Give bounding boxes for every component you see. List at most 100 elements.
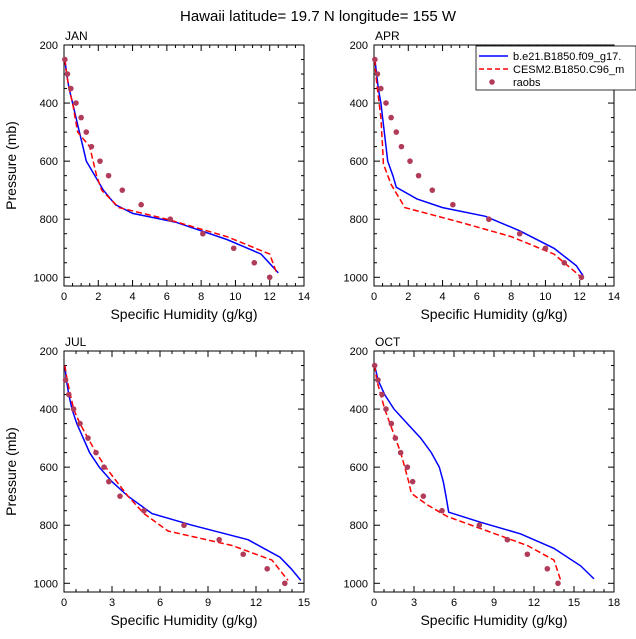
- x-tick-label: 8: [508, 291, 514, 303]
- obs-point: [398, 143, 405, 150]
- obs-point: [119, 187, 126, 193]
- obs-point: [379, 391, 385, 398]
- obs-point: [392, 435, 399, 441]
- obs-point: [97, 158, 103, 164]
- obs-point: [251, 259, 258, 266]
- series-line: [64, 365, 302, 581]
- obs-point: [282, 580, 288, 587]
- obs-point: [450, 201, 456, 208]
- y-tick-label: 800: [350, 520, 368, 532]
- obs-point: [404, 464, 411, 470]
- series-line: [374, 365, 595, 580]
- obs-point: [544, 565, 551, 572]
- legend-label: raobs: [513, 77, 541, 89]
- x-tick-label: 3: [109, 597, 115, 609]
- obs-point: [397, 449, 404, 456]
- obs-point: [105, 172, 112, 179]
- panel-title: JUL: [65, 335, 87, 349]
- x-tick-label: 4: [130, 291, 136, 303]
- y-tick-label: 800: [40, 520, 58, 532]
- plot-frame: [373, 350, 615, 593]
- y-tick-label: 600: [350, 462, 368, 474]
- obs-point: [486, 216, 492, 223]
- x-tick-label: 6: [451, 597, 457, 609]
- series-line: [374, 59, 581, 277]
- obs-point: [420, 493, 427, 499]
- obs-point: [62, 377, 69, 383]
- obs-point: [383, 406, 389, 412]
- obs-point: [504, 536, 511, 543]
- obs-point: [524, 551, 531, 558]
- obs-point: [106, 478, 112, 485]
- obs-point: [230, 245, 237, 252]
- obs-point: [62, 56, 68, 63]
- x-tick-label: 12: [264, 291, 276, 303]
- x-tick-label: 2: [95, 291, 101, 303]
- x-tick-label: 10: [229, 291, 241, 303]
- x-tick-label: 4: [440, 291, 446, 303]
- legend: b.e21.B1850.f09_g17.CESM2.B1850.C96_mrao…: [475, 45, 636, 91]
- panel-jan: 0 2 4 6 8 10 12 14 200 400 600 800 1000 JAN Specific H…: [3, 29, 310, 322]
- obs-point: [375, 377, 381, 383]
- x-axis-title: Specific Humidity (g/kg): [110, 612, 257, 628]
- legend-item: raobs: [489, 77, 541, 89]
- obs-point: [77, 420, 83, 427]
- x-tick-label: 12: [574, 291, 586, 303]
- y-tick-label: 400: [40, 98, 58, 110]
- obs-point: [264, 565, 271, 572]
- x-tick-label: 6: [474, 291, 480, 303]
- plot-frame: [63, 44, 305, 287]
- series-line: [374, 59, 584, 277]
- x-tick-label: 9: [491, 597, 497, 609]
- obs-point: [407, 158, 413, 164]
- obs-point: [429, 187, 436, 193]
- obs-point: [555, 580, 561, 587]
- x-tick-label: 15: [298, 597, 310, 609]
- series-group: [374, 59, 584, 277]
- obs-point: [181, 522, 187, 529]
- obs-point: [64, 71, 71, 77]
- x-tick-label: 6: [157, 597, 163, 609]
- legend-label: b.e21.B1850.f09_g17.: [513, 51, 621, 63]
- x-tick-label: 12: [528, 597, 540, 609]
- series-line: [64, 59, 279, 274]
- obs-point: [83, 129, 90, 135]
- obs-point: [93, 449, 99, 456]
- obs-point: [372, 56, 378, 63]
- x-tick-label: 14: [298, 291, 310, 303]
- y-tick-label: 200: [350, 40, 368, 52]
- x-tick-label: 8: [198, 291, 204, 303]
- panel-oct: 0 3 6 9 12 15 18 200 400 600 800 1000 OCT Specific Hu…: [344, 335, 621, 628]
- obs-point: [138, 201, 144, 208]
- x-tick-label: 18: [608, 597, 620, 609]
- series-group: [64, 365, 302, 581]
- y-tick-label: 200: [350, 346, 368, 358]
- y-tick-label: 800: [350, 214, 368, 226]
- y-tick-label: 600: [40, 462, 58, 474]
- obs-point: [101, 464, 107, 470]
- x-tick-label: 15: [568, 597, 580, 609]
- y-tick-label: 200: [40, 346, 58, 358]
- x-tick-label: 0: [61, 291, 67, 303]
- panel-title: APR: [375, 29, 400, 43]
- x-tick-label: 0: [371, 597, 377, 609]
- obs-point: [388, 114, 394, 121]
- figure-title: Hawaii latitude= 19.7 N longitude= 155 W: [180, 8, 457, 25]
- legend-item: CESM2.B1850.C96_m: [479, 64, 624, 76]
- x-axis-title: Specific Humidity (g/kg): [110, 306, 257, 322]
- x-tick-label: 0: [371, 291, 377, 303]
- series-group: [374, 365, 595, 581]
- y-tick-label: 800: [40, 214, 58, 226]
- y-tick-label: 400: [350, 98, 368, 110]
- y-tick-label: 400: [40, 404, 58, 416]
- y-tick-label: 600: [350, 156, 368, 168]
- obs-point: [141, 507, 147, 514]
- legend-label: CESM2.B1850.C96_m: [513, 64, 624, 76]
- obs-point: [409, 478, 416, 485]
- y-tick-label: 400: [350, 404, 368, 416]
- obs-point: [117, 493, 123, 499]
- obs-point: [516, 230, 523, 237]
- obs-point: [542, 245, 549, 252]
